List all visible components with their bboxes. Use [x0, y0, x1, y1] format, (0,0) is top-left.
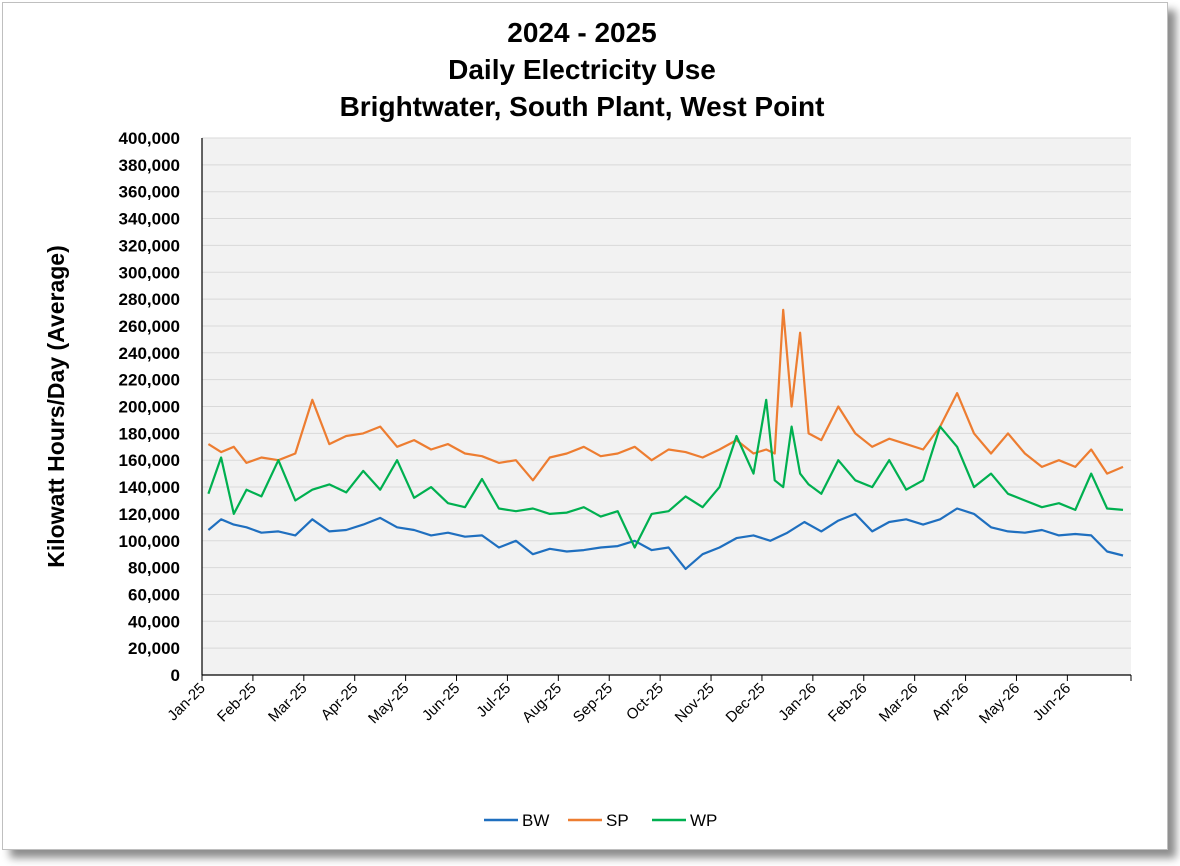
y-tick-label: 80,000: [128, 559, 180, 578]
y-tick-label: 120,000: [119, 505, 180, 524]
legend-label-bw: BW: [522, 811, 549, 830]
legend-label-wp: WP: [690, 811, 717, 830]
x-tick-label: Jan-25: [164, 680, 208, 724]
x-tick-label: Feb-26: [825, 680, 871, 726]
y-tick-label: 100,000: [119, 532, 180, 551]
y-tick-label: 140,000: [119, 478, 180, 497]
x-tick-label: Jun-25: [419, 680, 463, 724]
y-tick-label: 40,000: [128, 612, 180, 631]
y-tick-label: 340,000: [119, 210, 180, 229]
series-line-sp: [207, 308, 1124, 482]
title-line-1: 2024 - 2025: [507, 17, 657, 48]
y-tick-label: 360,000: [119, 183, 180, 202]
x-tick-label: Feb-25: [214, 680, 260, 726]
y-tick-label: 260,000: [119, 317, 180, 336]
x-tick-label: Aug-25: [519, 680, 565, 726]
title-line-3: Brightwater, South Plant, West Point: [339, 91, 825, 122]
x-tick-label: Jul-25: [473, 680, 514, 721]
y-tick-label: 220,000: [119, 371, 180, 390]
y-tick-label: 280,000: [119, 290, 180, 309]
legend-label-sp: SP: [606, 811, 629, 830]
y-tick-label: 20,000: [128, 639, 180, 658]
y-tick-label: 60,000: [128, 585, 180, 604]
x-tick-label: May-25: [365, 680, 412, 727]
y-axis-title: Kilowatt Hours/Day (Average): [43, 245, 69, 568]
y-tick-label: 200,000: [119, 398, 180, 417]
chart-title: 2024 - 2025 Daily Electricity Use Bright…: [0, 14, 1164, 125]
x-tick-label: Oct-25: [623, 680, 667, 724]
x-tick-label: Apr-25: [318, 680, 362, 724]
y-tick-label: 240,000: [119, 344, 180, 363]
x-tick-label: Mar-26: [876, 680, 922, 726]
y-tick-label: 0: [171, 666, 180, 685]
y-tick-label: 180,000: [119, 424, 180, 443]
x-tick-label: Dec-25: [723, 680, 769, 726]
y-tick-label: 380,000: [119, 156, 180, 175]
x-tick-label: Sep-25: [570, 680, 616, 726]
y-tick-label: 400,000: [119, 129, 180, 148]
series-line-bw: [207, 507, 1124, 571]
x-tick-label: Apr-26: [929, 680, 973, 724]
x-tick-label: Jan-26: [775, 680, 819, 724]
y-tick-label: 300,000: [119, 263, 180, 282]
x-tick-label: Mar-25: [265, 680, 311, 726]
y-tick-label: 320,000: [119, 236, 180, 255]
y-tick-label: 160,000: [119, 451, 180, 470]
x-tick-label: Jun-26: [1030, 680, 1074, 724]
x-tick-label: May-26: [976, 680, 1023, 727]
title-line-2: Daily Electricity Use: [448, 54, 716, 85]
x-tick-label: Nov-25: [672, 680, 718, 726]
series-line-wp: [207, 398, 1124, 549]
